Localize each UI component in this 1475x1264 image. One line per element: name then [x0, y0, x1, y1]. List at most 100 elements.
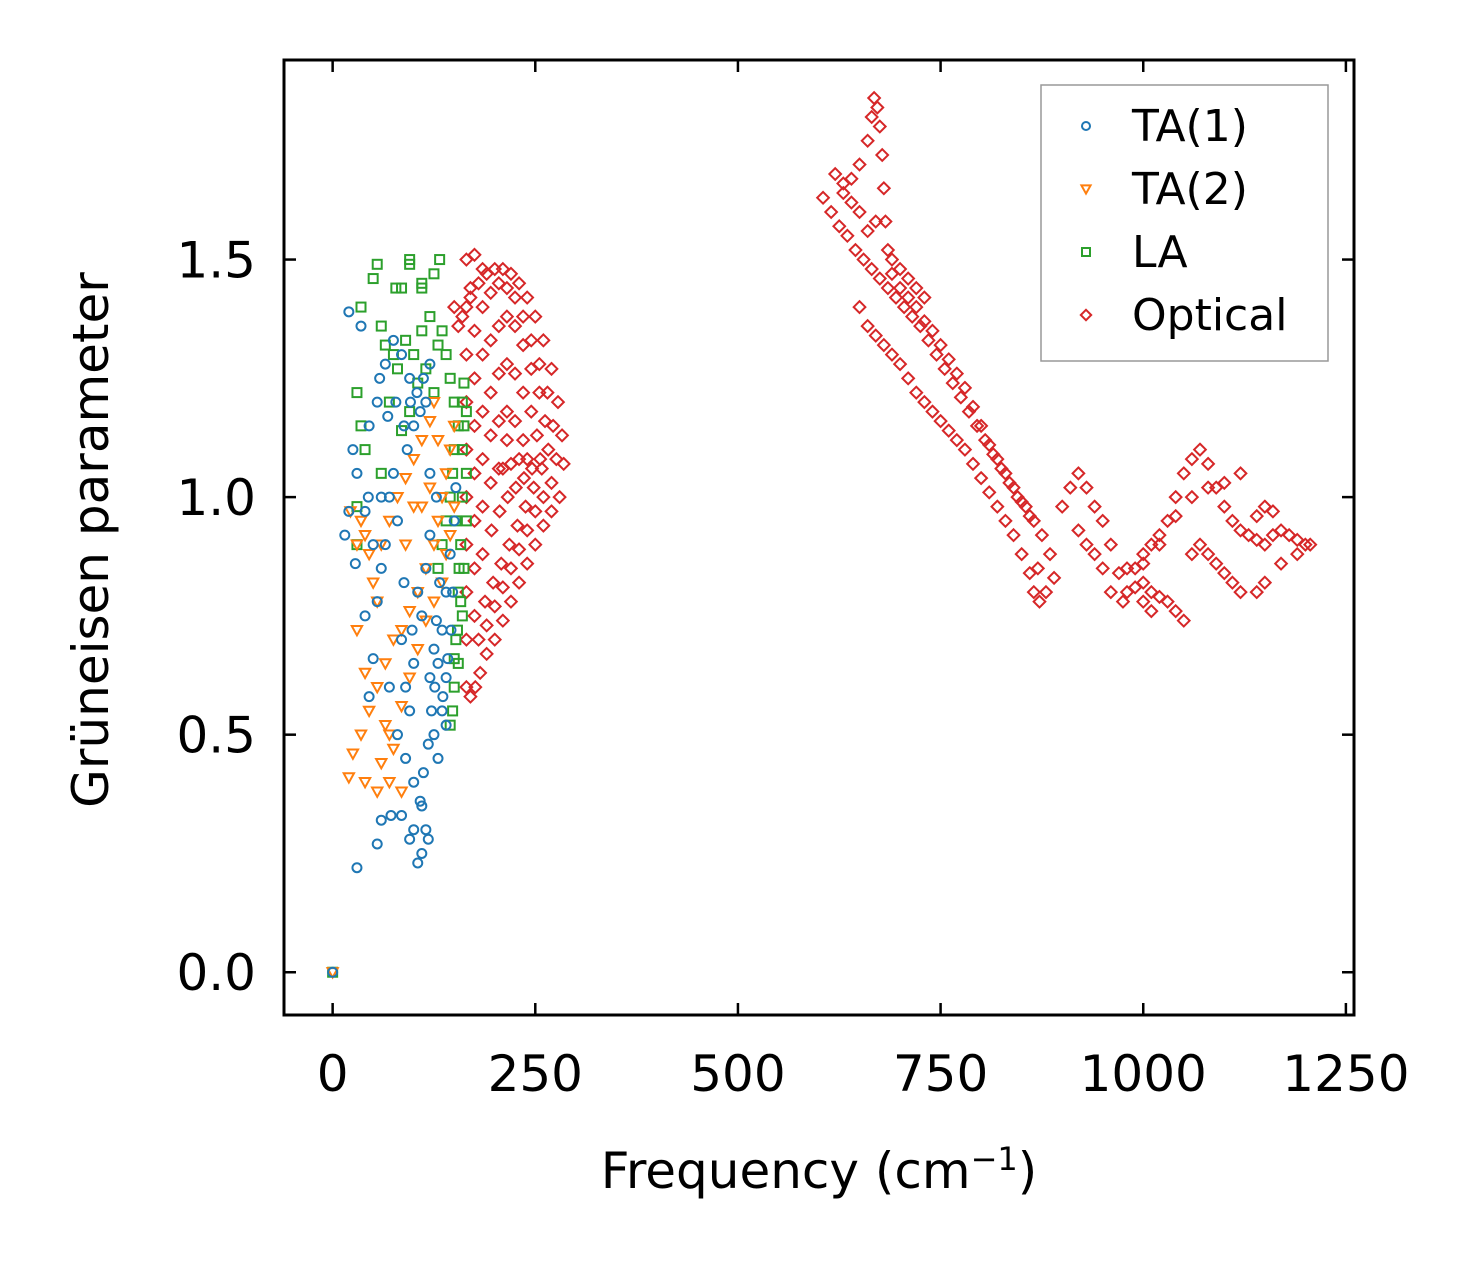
- data-point: [379, 339, 391, 351]
- data-point: [387, 334, 399, 346]
- data-point: [827, 166, 843, 182]
- data-point: [848, 242, 863, 258]
- data-point: [453, 562, 465, 574]
- data-point: [375, 467, 387, 479]
- data-point: [396, 634, 408, 646]
- data-point: [909, 299, 924, 315]
- legend-entry: Optical: [1079, 290, 1287, 341]
- data-point: [402, 672, 417, 685]
- data-point: [444, 372, 456, 384]
- data-point: [1127, 580, 1143, 595]
- data-point: [412, 586, 424, 598]
- data-point: [451, 624, 463, 636]
- data-point: [426, 705, 438, 717]
- data-point: [941, 352, 956, 367]
- data-point: [868, 214, 884, 229]
- data-point: [519, 290, 535, 305]
- legend: TA(1) TA(2) LA Optical: [1040, 84, 1329, 362]
- data-point: [1095, 561, 1110, 576]
- data-point: [1257, 499, 1273, 514]
- data-point: [1281, 527, 1297, 543]
- data-point: [398, 472, 413, 486]
- data-point: [445, 624, 457, 636]
- data-point: [1217, 565, 1232, 581]
- data-point: [1006, 480, 1021, 495]
- data-point: [463, 280, 478, 296]
- data-point: [933, 337, 948, 353]
- data-point: [487, 599, 503, 614]
- data-point: [404, 254, 416, 266]
- data-point: [532, 385, 547, 400]
- data-point: [428, 729, 440, 741]
- data-point: [495, 261, 511, 277]
- data-point: [483, 385, 498, 400]
- data-point: [529, 428, 545, 443]
- data-point: [840, 228, 855, 244]
- data-point: [495, 461, 511, 476]
- data-point: [406, 453, 421, 467]
- data-point: [508, 480, 524, 495]
- x-tick-label: 1000: [1080, 1045, 1207, 1103]
- data-point: [396, 282, 408, 294]
- data-point: [404, 705, 416, 717]
- data-point: [1176, 613, 1192, 628]
- data-point: [390, 282, 402, 294]
- data-point: [367, 273, 379, 285]
- data-point: [432, 752, 444, 764]
- data-point: [518, 499, 533, 514]
- data-point: [523, 333, 539, 348]
- x-tick-label: 0: [317, 1045, 349, 1103]
- data-point: [475, 261, 490, 277]
- data-point: [1257, 575, 1273, 590]
- data-point: [1014, 494, 1029, 510]
- data-point: [540, 442, 556, 457]
- data-point: [981, 485, 997, 500]
- data-point: [404, 833, 416, 845]
- data-point: [436, 624, 448, 636]
- data-point: [456, 491, 468, 503]
- data-point: [394, 786, 409, 799]
- data-point: [404, 372, 416, 384]
- data-point: [1095, 513, 1110, 529]
- data-point: [1249, 532, 1264, 548]
- data-point: [424, 358, 436, 370]
- data-point: [382, 777, 397, 790]
- data-point: [459, 442, 474, 457]
- data-point: [343, 505, 355, 517]
- data-point: [1063, 480, 1078, 495]
- data-point: [394, 625, 409, 638]
- data-point: [507, 366, 523, 381]
- data-point: [467, 371, 482, 386]
- data-point: [856, 252, 871, 267]
- data-point: [427, 596, 441, 609]
- data-point: [1225, 513, 1240, 529]
- data-point: [422, 833, 434, 845]
- data-point: [1200, 546, 1216, 562]
- data-point: [343, 306, 355, 318]
- data-point: [483, 428, 498, 443]
- data-point: [443, 444, 458, 457]
- data-point: [459, 632, 474, 647]
- data-point: [477, 594, 493, 609]
- data-point: [921, 333, 936, 348]
- data-point: [430, 491, 442, 503]
- data-point: [1103, 537, 1119, 552]
- data-point: [1026, 513, 1042, 529]
- data-point: [420, 562, 432, 574]
- data-point: [424, 311, 436, 323]
- data-point: [371, 258, 383, 270]
- data-point: [872, 271, 888, 286]
- data-point: [491, 276, 507, 291]
- data-point: [450, 482, 462, 494]
- data-point: [432, 657, 444, 669]
- data-point: [420, 824, 432, 836]
- data-point: [515, 309, 531, 324]
- data-point: [448, 515, 460, 527]
- data-point: [544, 475, 559, 491]
- data-point: [1054, 499, 1070, 514]
- x-tick-label: 750: [893, 1045, 988, 1103]
- data-point: [346, 748, 360, 761]
- data-point: [447, 501, 462, 514]
- y-tick-label: 1.0: [176, 469, 256, 527]
- data-point: [387, 467, 399, 479]
